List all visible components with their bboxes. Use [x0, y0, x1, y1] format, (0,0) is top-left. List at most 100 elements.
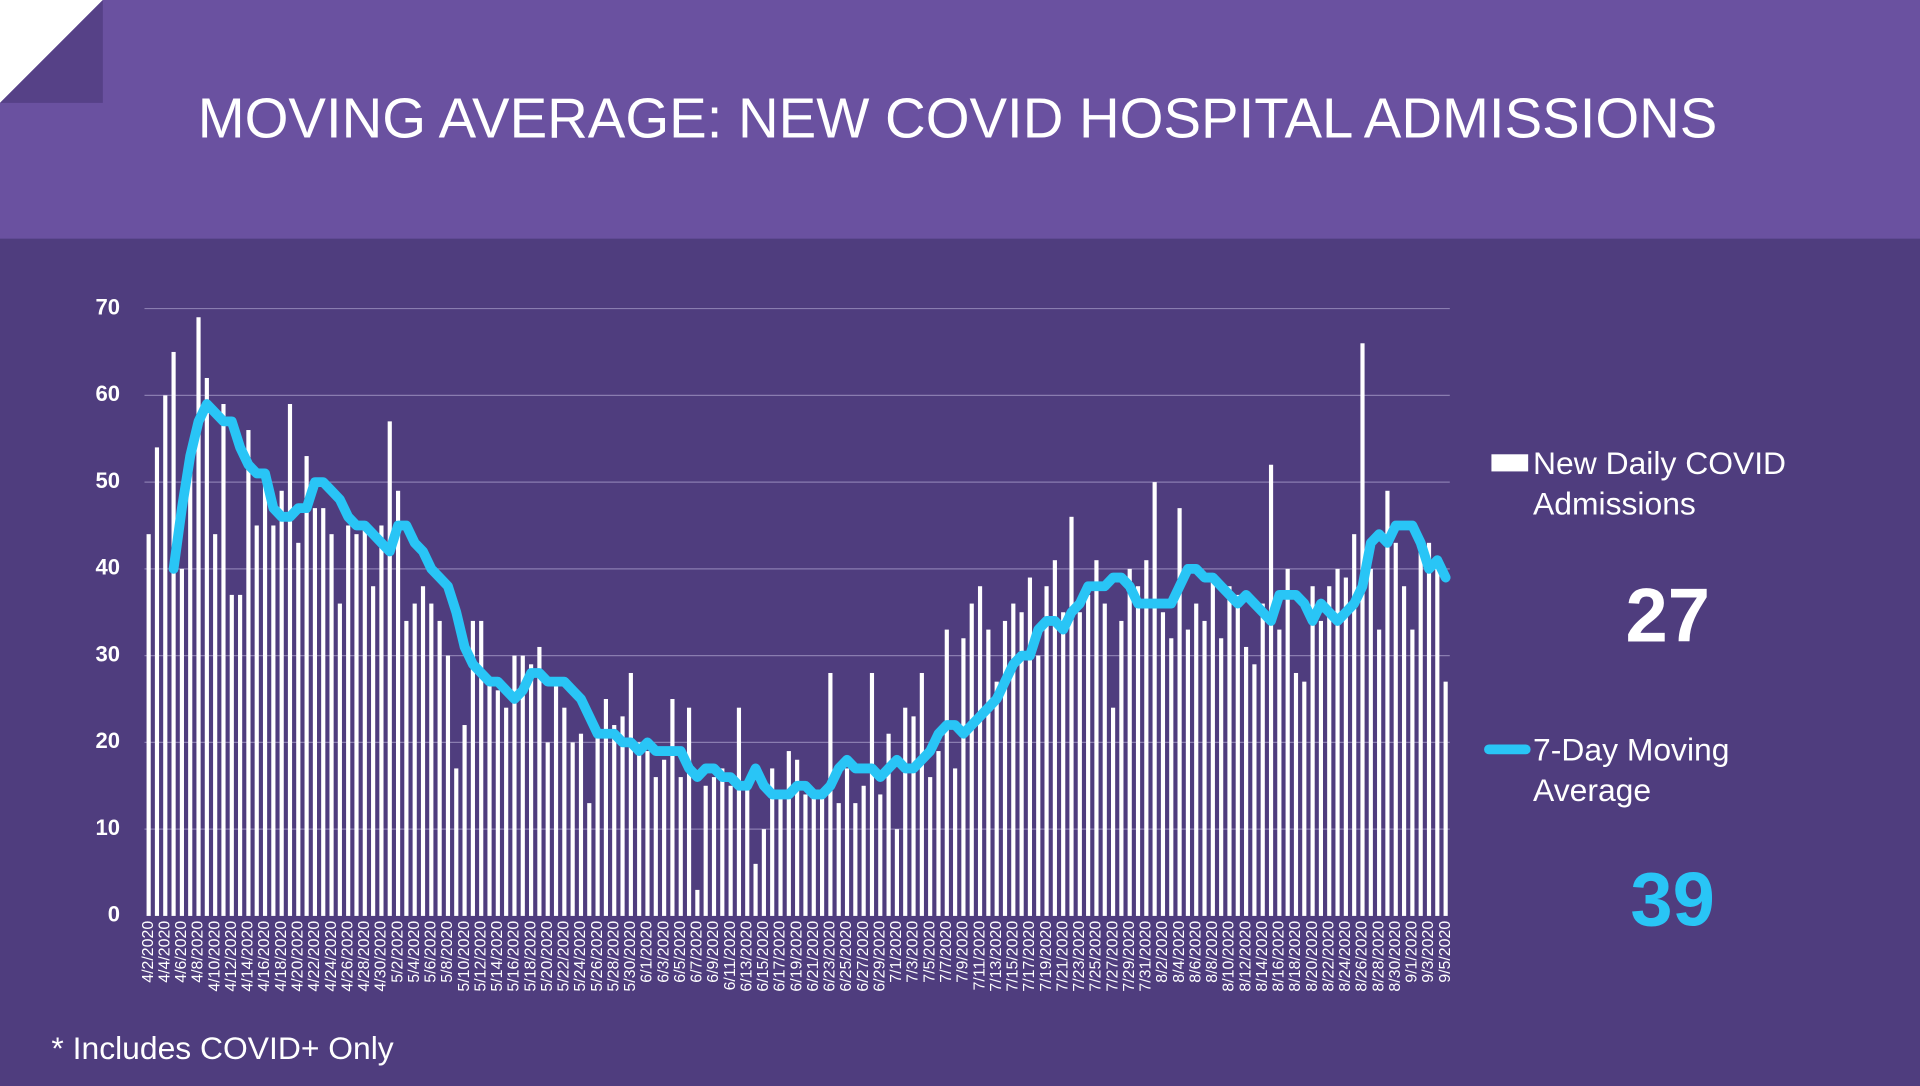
legend-swatch [1491, 454, 1529, 472]
bar [1152, 482, 1157, 916]
bar [695, 889, 700, 916]
x-tick-label: 8/18/2020 [1287, 921, 1304, 992]
bar [928, 777, 933, 916]
bar [720, 768, 725, 916]
bar [229, 594, 234, 916]
bar [246, 430, 251, 916]
bar [653, 777, 658, 916]
bar [1410, 629, 1415, 916]
x-tick-label: 5/2/2020 [389, 921, 406, 983]
bar [1343, 577, 1348, 916]
bar [395, 490, 401, 916]
bar [1219, 638, 1224, 916]
x-tick-label: 8/4/2020 [1171, 921, 1188, 983]
bar [886, 733, 891, 916]
bar [487, 681, 492, 916]
bar [620, 716, 625, 916]
bar [1277, 629, 1282, 916]
bar [537, 646, 542, 916]
bar [977, 586, 983, 916]
bar [470, 620, 475, 916]
bar [188, 464, 193, 916]
x-tick-label: 7/23/2020 [1071, 921, 1088, 992]
legend-label: 7-Day Moving Average [1533, 731, 1730, 809]
x-tick-label: 4/10/2020 [206, 921, 223, 992]
bar [196, 317, 201, 916]
bar [1235, 594, 1240, 916]
bar [213, 534, 218, 916]
bar [1177, 508, 1182, 916]
x-tick-label: 5/30/2020 [622, 921, 639, 992]
x-tick-label: 6/9/2020 [705, 921, 722, 983]
bar [786, 751, 791, 916]
bar [670, 699, 675, 916]
bar [1418, 542, 1423, 916]
bar [811, 794, 816, 916]
bar [495, 690, 500, 916]
x-tick-label: 6/11/2020 [722, 921, 739, 991]
bar [578, 733, 584, 916]
bar [1318, 620, 1324, 916]
bar [603, 699, 609, 916]
x-tick-label: 8/20/2020 [1304, 921, 1321, 992]
bar [346, 525, 351, 916]
x-tick-label: 9/3/2020 [1420, 921, 1437, 983]
x-tick-label: 7/27/2020 [1104, 921, 1121, 992]
x-tick-label: 7/7/2020 [938, 921, 955, 983]
bar [1027, 577, 1033, 916]
bar [703, 785, 708, 916]
bar [437, 620, 442, 916]
bar [1268, 464, 1274, 916]
x-tick-label: 4/16/2020 [256, 921, 273, 992]
corner-fold-shadow [0, 0, 103, 103]
bar [1135, 586, 1141, 916]
bar [1260, 603, 1265, 916]
x-tick-label: 8/12/2020 [1237, 921, 1254, 992]
x-tick-label: 4/24/2020 [323, 921, 340, 992]
bar [304, 456, 309, 916]
x-tick-label: 5/16/2020 [506, 921, 523, 992]
body-band [0, 238, 1920, 1080]
x-tick-label: 5/18/2020 [522, 921, 539, 992]
bar [1102, 603, 1107, 916]
bar [903, 707, 908, 916]
x-tick-label: 8/16/2020 [1271, 921, 1288, 992]
x-tick-label: 7/15/2020 [1005, 921, 1022, 992]
bar [1377, 629, 1382, 916]
bar [1086, 594, 1091, 916]
line [168, 399, 1451, 800]
x-tick-label: 6/29/2020 [871, 921, 888, 992]
bar [637, 742, 642, 916]
bar [1119, 620, 1124, 916]
legend-label: New Daily COVID Admissions [1533, 444, 1787, 522]
bar [512, 655, 517, 916]
bar [761, 829, 766, 916]
bar [1244, 646, 1249, 916]
bar [612, 725, 617, 916]
x-tick-label: 7/19/2020 [1038, 921, 1055, 992]
bar [803, 794, 808, 916]
x-tick-label: 7/1/2020 [888, 921, 905, 983]
y-tick-label: 20 [95, 728, 120, 753]
y-tick-label: 50 [95, 468, 120, 493]
bar [379, 525, 384, 916]
header-band [0, 0, 1920, 239]
bar [595, 733, 600, 916]
bar [1210, 577, 1215, 916]
x-tick-label: 8/2/2020 [1154, 921, 1171, 983]
bar [1393, 542, 1398, 916]
x-tick-label: 4/30/2020 [373, 921, 390, 992]
bar [1443, 681, 1448, 916]
bar [1036, 655, 1041, 916]
bar [1401, 586, 1407, 916]
bar [861, 785, 866, 916]
x-tick-label: 9/5/2020 [1437, 921, 1454, 983]
x-tick-label: 8/10/2020 [1221, 921, 1238, 992]
bar [238, 594, 243, 916]
x-tick-label: 7/31/2020 [1138, 921, 1155, 992]
bar [911, 716, 916, 916]
x-tick-label: 8/26/2020 [1354, 921, 1371, 992]
x-tick-label: 5/8/2020 [439, 921, 456, 983]
x-tick-label: 8/30/2020 [1387, 921, 1404, 992]
